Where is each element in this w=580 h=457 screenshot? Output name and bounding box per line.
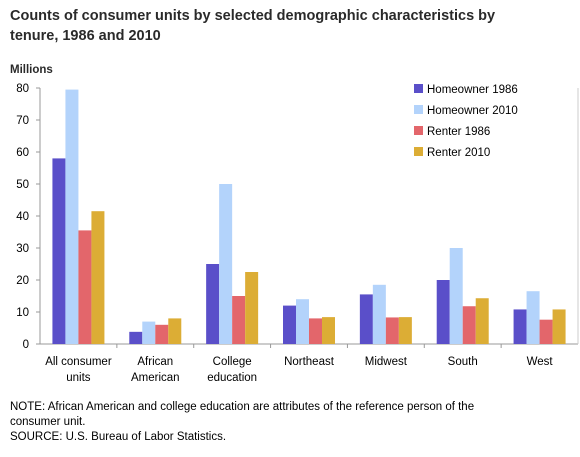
- source-text: SOURCE: U.S. Bureau of Labor Statistics.: [10, 431, 227, 443]
- bar: [475, 298, 489, 344]
- bar: [206, 264, 220, 344]
- y-tick-label: 20: [16, 275, 29, 287]
- legend-label: Homeowner 2010: [427, 105, 518, 117]
- x-tick-label: Midwest: [365, 356, 408, 368]
- y-tick-label: 30: [16, 243, 29, 255]
- x-tick-label: College education: [207, 356, 257, 384]
- bar: [78, 230, 92, 344]
- bar: [309, 318, 322, 344]
- bar: [513, 309, 527, 344]
- legend-swatch: [414, 105, 423, 114]
- bar: [155, 324, 169, 344]
- y-tick-label: 60: [16, 147, 29, 159]
- bar-chart: 0 10 20 30 40 50 60 70 80 All consumer units Africa…: [16, 83, 579, 384]
- bar: [296, 299, 309, 344]
- legend-label: Homeowner 1986: [427, 84, 518, 96]
- x-tick-label: West: [527, 356, 554, 368]
- chart-title: Counts of consumer units by selected dem…: [10, 8, 496, 44]
- bar: [539, 319, 553, 344]
- bar: [526, 291, 540, 344]
- x-tick-label: Northeast: [284, 356, 335, 368]
- legend-label: Renter 2010: [427, 147, 490, 159]
- bar: [552, 309, 566, 344]
- x-tick-label: All consumer units: [45, 356, 112, 384]
- bar: [398, 317, 412, 344]
- y-tick-label: 80: [16, 83, 29, 95]
- note-text: NOTE: African American and college educa…: [10, 401, 475, 428]
- legend-swatch: [414, 84, 423, 93]
- bar: [462, 306, 476, 344]
- legend-swatch: [414, 126, 423, 135]
- bar: [372, 284, 386, 344]
- bar: [232, 296, 246, 344]
- y-tick-label: 70: [16, 115, 29, 127]
- legend-swatch: [414, 147, 423, 156]
- footnote: NOTE: African American and college educa…: [10, 400, 490, 445]
- bar: [91, 211, 105, 344]
- bar: [449, 248, 463, 344]
- bar: [322, 317, 335, 344]
- y-tick-label: 50: [16, 179, 29, 191]
- bar: [436, 280, 450, 344]
- y-tick-label: 0: [23, 339, 29, 351]
- bar: [142, 321, 156, 344]
- bar: [65, 89, 79, 344]
- bar: [168, 318, 182, 344]
- bar: [52, 158, 66, 344]
- bar: [245, 272, 259, 344]
- bar: [219, 184, 233, 344]
- legend-label: Renter 1986: [427, 126, 490, 138]
- x-tick-label: African American: [131, 356, 180, 384]
- bar: [283, 305, 296, 344]
- x-tick-label: South: [448, 356, 478, 368]
- bar: [129, 331, 143, 344]
- y-axis-label: Millions: [10, 64, 53, 76]
- y-tick-label: 10: [16, 307, 29, 319]
- y-tick-label: 40: [16, 211, 29, 223]
- bar: [385, 317, 399, 344]
- bar: [359, 294, 373, 344]
